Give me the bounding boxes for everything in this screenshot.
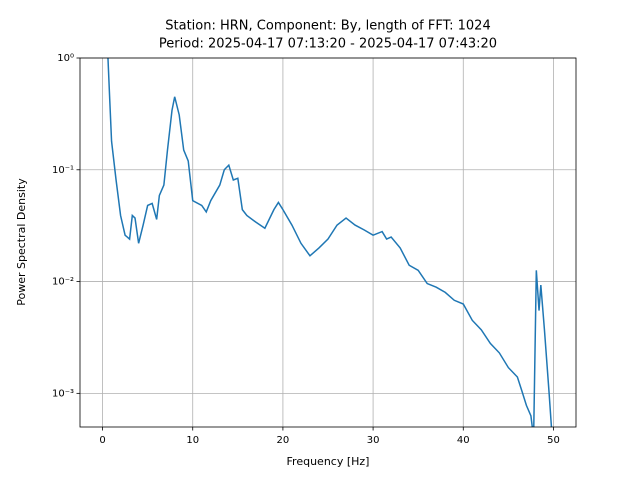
chart-subtitle: Period: 2025-04-17 07:13:20 - 2025-04-17… bbox=[159, 37, 497, 52]
x-tick-label: 50 bbox=[547, 435, 560, 446]
x-tick-label: 0 bbox=[99, 435, 105, 446]
x-axis-label: Frequency [Hz] bbox=[287, 455, 370, 468]
x-tick-label: 30 bbox=[367, 435, 380, 446]
y-axis-label: Power Spectral Density bbox=[15, 178, 28, 306]
axes-frame bbox=[79, 57, 577, 428]
y-tick-label: 10⁻³ bbox=[52, 388, 74, 399]
y-tick-label: 10⁻¹ bbox=[52, 165, 74, 176]
chart-title: Station: HRN, Component: By, length of F… bbox=[165, 19, 490, 34]
y-tick-label: 10⁻² bbox=[52, 277, 74, 288]
x-tick-label: 40 bbox=[457, 435, 470, 446]
y-tick-label: 10⁰ bbox=[57, 53, 74, 64]
data-line bbox=[107, 58, 553, 427]
x-tick-label: 10 bbox=[186, 435, 199, 446]
x-tick-label: 20 bbox=[277, 435, 290, 446]
